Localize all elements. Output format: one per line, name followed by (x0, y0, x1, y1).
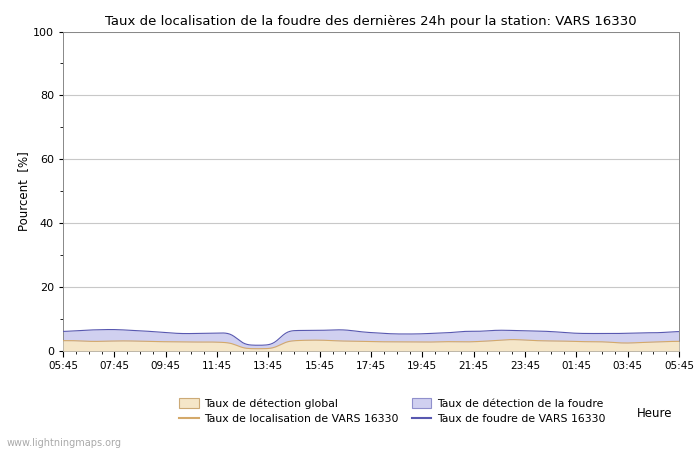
Legend: Taux de détection global, Taux de localisation de VARS 16330, Taux de détection : Taux de détection global, Taux de locali… (179, 398, 605, 424)
Text: Heure: Heure (636, 407, 672, 420)
Title: Taux de localisation de la foudre des dernières 24h pour la station: VARS 16330: Taux de localisation de la foudre des de… (105, 14, 637, 27)
Text: www.lightningmaps.org: www.lightningmaps.org (7, 438, 122, 448)
Y-axis label: Pourcent  [%]: Pourcent [%] (18, 151, 30, 231)
